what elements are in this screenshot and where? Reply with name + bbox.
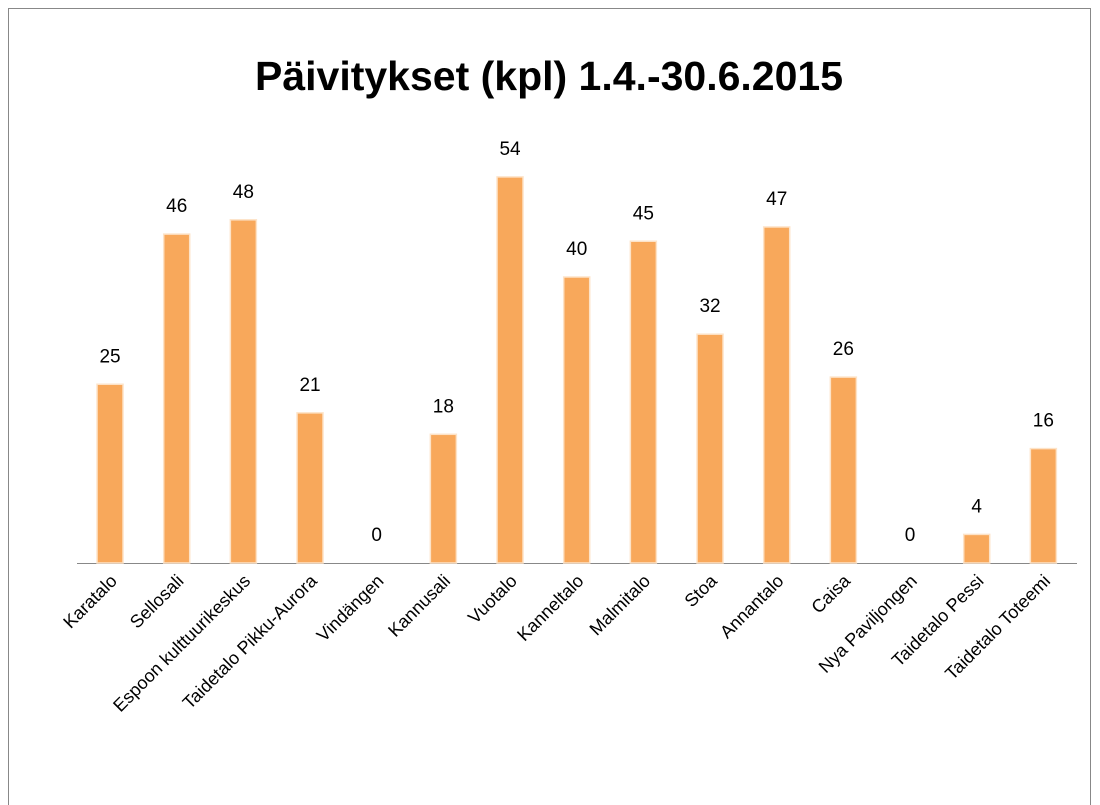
value-label: 45 [633,203,654,224]
value-label: 0 [371,525,382,546]
chart-title: Päivitykset (kpl) 1.4.-30.6.2015 [255,53,843,99]
bar [162,233,191,564]
bar [562,276,591,564]
value-label: 54 [499,139,521,160]
bar [496,176,524,564]
bar [96,383,124,564]
value-label: 40 [566,239,587,260]
value-label: 47 [766,189,787,210]
value-label: 18 [433,396,454,417]
value-label: 4 [971,496,982,517]
bar [429,433,458,564]
value-label: 32 [699,296,720,317]
bar [962,533,991,564]
bar [762,226,791,564]
bar [829,376,858,564]
value-label: 26 [833,339,854,360]
bar [229,219,258,564]
bar [696,333,724,564]
bar [296,412,324,564]
value-label: 25 [99,346,120,367]
value-label: 21 [299,375,320,396]
bar [1029,447,1058,564]
value-label: 46 [166,196,187,217]
value-label: 0 [905,525,916,546]
value-label: 48 [233,182,254,203]
value-label: 16 [1033,411,1054,432]
bar [629,240,658,564]
